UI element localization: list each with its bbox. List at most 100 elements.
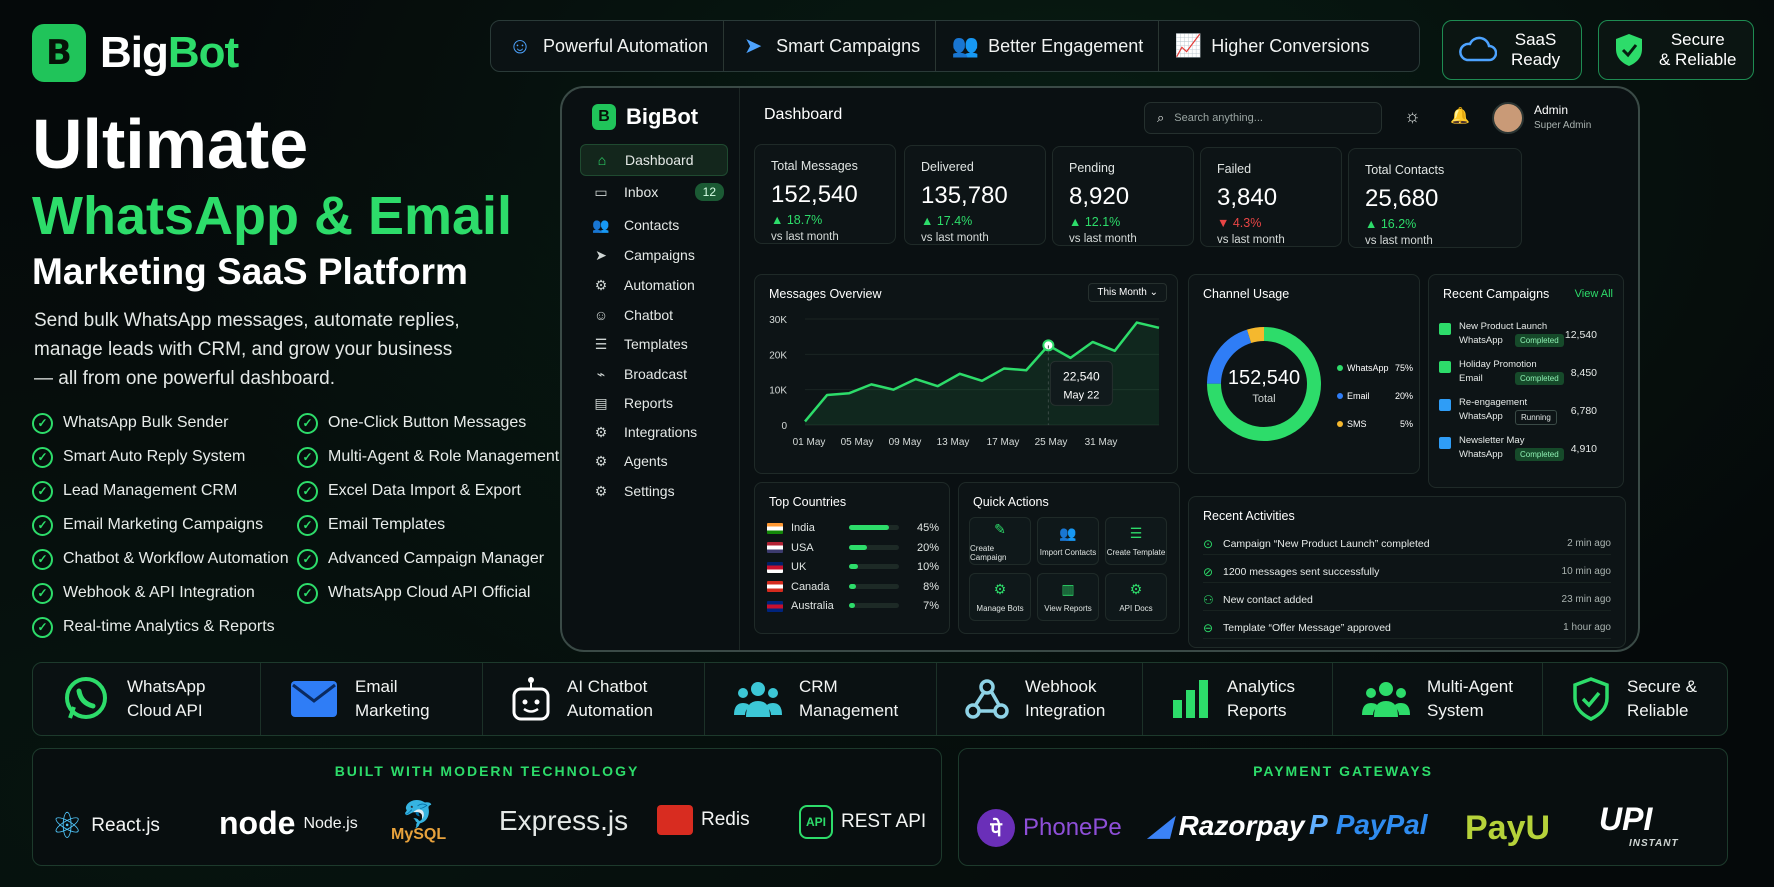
tech-stack-panel: BUILT WITH MODERN TECHNOLOGY ⚛ React.js n… — [32, 748, 942, 866]
theme-toggle-icon[interactable]: ☼ — [1404, 106, 1421, 126]
react-icon: ⚛ — [51, 805, 84, 846]
agents-icon: ⚙ — [594, 452, 608, 469]
sidebar-item-chatbot[interactable]: ☺ Chatbot — [580, 299, 728, 331]
feature-item: ✓ Lead Management CRM — [32, 474, 289, 508]
api-icon: API — [799, 805, 833, 839]
country-pct: 45% — [916, 522, 939, 534]
campaign-row[interactable]: Holiday Promotion Email Completed 8,450 — [1439, 359, 1597, 389]
strip-label: CRM Management — [799, 675, 898, 723]
sidebar-item-dashboard[interactable]: ⌂ Dashboard — [580, 144, 728, 176]
feature-label: One-Click Button Messages — [328, 414, 527, 431]
strip-item-multi-agent: Multi-Agent System — [1333, 663, 1543, 735]
check-circle-icon: ✓ — [32, 582, 53, 604]
feature-item: ✓ Real-time Analytics & Reports — [32, 610, 289, 644]
activity-icon: ⊘ — [1203, 564, 1214, 579]
activity-row: ⊘ 1200 messages sent successfully 10 min a… — [1203, 561, 1611, 583]
activity-row: ⊖ Template “Offer Message” approved 1 hour… — [1203, 617, 1611, 639]
channel-total-label: Total — [1252, 393, 1276, 405]
sidebar-item-templates[interactable]: ☰ Templates — [580, 328, 728, 360]
period-select[interactable]: This Month ⌄ — [1088, 283, 1167, 302]
recent-campaigns-card: Recent Campaigns View All New Product La… — [1428, 274, 1624, 488]
sidebar-item-contacts[interactable]: 👥 Contacts — [580, 209, 728, 241]
quick-action-api-docs[interactable]: ⚙ API Docs — [1105, 573, 1167, 621]
feature-item: ✓ Multi-Agent & Role Management — [297, 440, 559, 474]
sidebar-item-broadcast[interactable]: ⌁ Broadcast — [580, 358, 728, 390]
bell-icon[interactable]: 🔔 — [1450, 108, 1470, 125]
quick-action-create-campaign[interactable]: ✎ Create Campaign — [969, 517, 1031, 565]
razorpay-logo: ◢ Razorpay — [1149, 809, 1305, 842]
sidebar-item-label: Inbox — [624, 184, 659, 200]
home-icon: ⌂ — [597, 152, 607, 168]
country-pct: 20% — [916, 541, 939, 554]
quick-action-icon: ☰ — [1129, 525, 1143, 541]
analytics-icon — [1171, 678, 1211, 720]
activity-time: 1 hour ago — [1563, 622, 1611, 633]
automation-icon: ⚙ — [594, 276, 608, 293]
avatar[interactable] — [1492, 102, 1524, 134]
campaign-row[interactable]: Newsletter May WhatsApp Completed 4,910 — [1439, 435, 1597, 465]
campaign-count: 6,780 — [1570, 405, 1597, 417]
feature-label: WhatsApp Cloud API Official — [328, 584, 531, 601]
payu-logo: PayU — [1465, 809, 1551, 847]
quick-action-create-template[interactable]: ☰ Create Template — [1105, 517, 1167, 565]
campaign-count: 12,540 — [1564, 329, 1597, 341]
country-bar — [849, 583, 899, 589]
sidebar-item-settings[interactable]: ⚙ Settings — [580, 475, 728, 507]
messages-line-chart: 30K 20K 10K 0 01 May 05 May 09 May 13 May 17 May… — [769, 315, 1160, 448]
mysql-logo: 🐬 MySQL — [391, 799, 447, 843]
sidebar-item-agents[interactable]: ⚙ Agents — [580, 445, 728, 477]
search-input[interactable]: ⌕ Search anything... — [1144, 102, 1382, 134]
overview-title: Messages Overview — [769, 287, 882, 301]
paypal-logo: P PayPal — [1309, 809, 1428, 840]
stat-change: ▲ 17.4% — [921, 214, 973, 228]
quick-action-import-contacts[interactable]: 👥 Import Contacts — [1037, 517, 1099, 565]
stat-label: Failed — [1217, 162, 1252, 176]
legend-dot — [1337, 421, 1343, 427]
x-tick-label: 25 May — [1035, 437, 1068, 448]
quick-title: Quick Actions — [973, 495, 1049, 509]
sidebar-item-integrations[interactable]: ⚙ Integrations — [580, 416, 728, 448]
country-bar-fill — [849, 544, 867, 550]
sidebar-brand: B BigBot — [592, 104, 698, 130]
campaigns-title: Recent Campaigns — [1443, 287, 1550, 301]
stat-label: Total Contacts — [1365, 163, 1445, 177]
strip-label-line1: Email — [355, 677, 398, 696]
sidebar-item-inbox[interactable]: ▭ Inbox 12 — [580, 176, 728, 208]
country-name: UK — [791, 561, 807, 573]
stat-value: 25,680 — [1365, 185, 1439, 212]
template-icon: ☰ — [594, 335, 608, 352]
view-all-link[interactable]: View All — [1574, 288, 1613, 300]
quick-action-manage-bots[interactable]: ⚙ Manage Bots — [969, 573, 1031, 621]
campaign-row[interactable]: Re-engagement WhatsApp Running 6,780 — [1439, 397, 1597, 427]
campaign-row[interactable]: New Product Launch WhatsApp Completed 12,54… — [1439, 321, 1597, 351]
secure-badge: Secure & Reliable — [1598, 20, 1754, 80]
status-badge: Running — [1515, 410, 1557, 425]
flag-icon — [767, 542, 783, 553]
quick-action-icon: ✎ — [994, 520, 1006, 537]
inbox-count-badge: 12 — [694, 183, 724, 201]
strip-label: Webhook Integration — [1025, 675, 1105, 723]
stat-compare: vs last month — [1365, 235, 1433, 247]
country-row: UK 10% — [767, 558, 939, 576]
quick-action-label: View Reports — [1044, 604, 1092, 613]
feature-label: WhatsApp Bulk Sender — [63, 414, 229, 431]
strip-item-whatsapp: WhatsApp Cloud API — [33, 663, 261, 735]
stat-change: ▲ 12.1% — [1069, 215, 1121, 229]
check-circle-icon: ✓ — [32, 548, 53, 570]
sidebar-item-label: Contacts — [624, 217, 680, 233]
quick-actions-card: Quick Actions ✎ Create Campaign 👥 Import Co… — [958, 482, 1180, 634]
sidebar-item-reports[interactable]: ▤ Reports — [580, 387, 728, 419]
stat-change: ▼ 4.3% — [1217, 216, 1262, 230]
stat-card: Total Messages 152,540 ▲ 18.7% vs last mont… — [754, 144, 896, 244]
activity-text: 1200 messages sent successfully — [1223, 565, 1380, 578]
check-circle-icon: ✓ — [297, 582, 318, 604]
sidebar-item-campaigns[interactable]: ➤ Campaigns — [580, 239, 728, 271]
sidebar-item-automation[interactable]: ⚙ Automation — [580, 269, 728, 301]
feature-item: ✓ Email Templates — [297, 508, 559, 542]
quick-action-view-reports[interactable]: ▥ View Reports — [1037, 573, 1099, 621]
feature-item: ✓ Chatbot & Workflow Automation — [32, 542, 289, 576]
y-tick-label: 30K — [769, 315, 787, 326]
feature-label: Advanced Campaign Manager — [328, 550, 545, 567]
user-role: Super Admin — [1534, 120, 1592, 131]
stat-value: 8,920 — [1069, 183, 1130, 210]
